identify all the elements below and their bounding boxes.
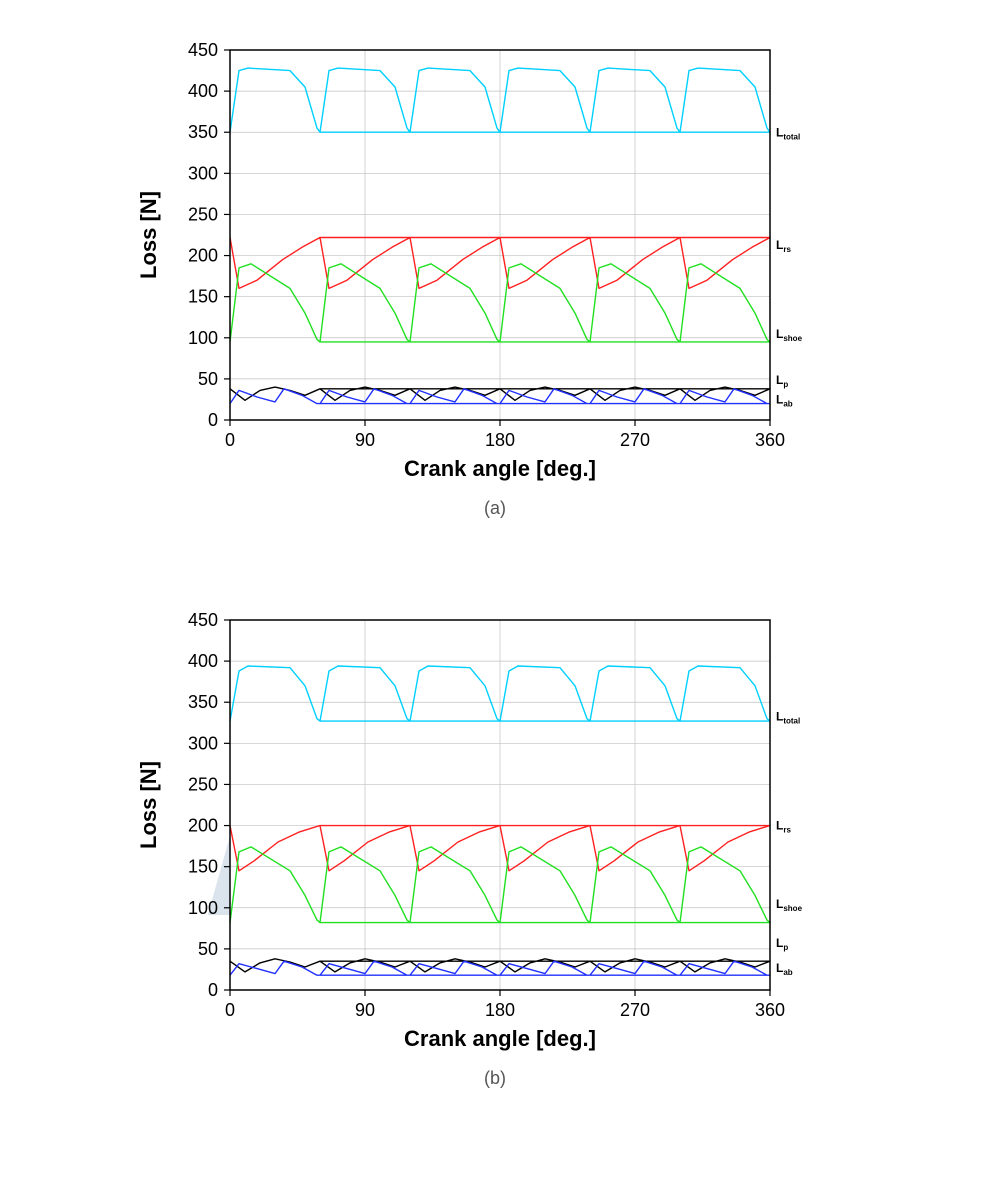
- svg-text:200: 200: [188, 246, 218, 266]
- svg-text:250: 250: [188, 774, 218, 794]
- chart-b-block: Keit 09018027036005010015020025030035040…: [130, 600, 860, 1089]
- svg-text:200: 200: [188, 816, 218, 836]
- svg-text:350: 350: [188, 122, 218, 142]
- svg-text:350: 350: [188, 692, 218, 712]
- svg-text:Lab: Lab: [776, 961, 793, 977]
- svg-text:Ltotal: Ltotal: [776, 709, 800, 725]
- svg-text:180: 180: [485, 1000, 515, 1020]
- svg-text:Ltotal: Ltotal: [776, 125, 800, 141]
- page: 0 90 180 270 360 0 50 100 150 200 250 300 350 400 450 C…: [0, 0, 991, 1192]
- svg-text:0: 0: [208, 980, 218, 1000]
- svg-text:360: 360: [755, 430, 785, 450]
- svg-text:100: 100: [188, 328, 218, 348]
- svg-text:400: 400: [188, 651, 218, 671]
- svg-text:Crank angle [deg.]: Crank angle [deg.]: [404, 456, 596, 481]
- chart-b-caption: (b): [130, 1068, 860, 1089]
- svg-text:Lp: Lp: [776, 373, 788, 389]
- svg-text:Lrs: Lrs: [776, 238, 791, 254]
- svg-text:Lrs: Lrs: [776, 819, 791, 835]
- svg-text:Lshoe: Lshoe: [776, 897, 803, 913]
- svg-text:250: 250: [188, 204, 218, 224]
- svg-text:0: 0: [208, 410, 218, 430]
- svg-text:50: 50: [198, 939, 218, 959]
- chart-b-plot: Keit 09018027036005010015020025030035040…: [130, 600, 860, 1060]
- svg-text:150: 150: [188, 287, 218, 307]
- svg-text:0: 0: [225, 1000, 235, 1020]
- svg-text:Loss [N]: Loss [N]: [136, 761, 161, 849]
- svg-text:270: 270: [620, 1000, 650, 1020]
- svg-text:Lab: Lab: [776, 393, 793, 409]
- svg-text:400: 400: [188, 81, 218, 101]
- svg-text:360: 360: [755, 1000, 785, 1020]
- svg-text:450: 450: [188, 40, 218, 60]
- svg-text:90: 90: [355, 430, 375, 450]
- svg-text:50: 50: [198, 369, 218, 389]
- svg-text:180: 180: [485, 430, 515, 450]
- svg-text:300: 300: [188, 163, 218, 183]
- svg-text:Loss [N]: Loss [N]: [136, 191, 161, 279]
- svg-text:450: 450: [188, 610, 218, 630]
- chart-a-caption: (a): [130, 498, 860, 519]
- svg-text:270: 270: [620, 430, 650, 450]
- svg-text:150: 150: [188, 857, 218, 877]
- svg-text:300: 300: [188, 733, 218, 753]
- svg-text:0: 0: [225, 430, 235, 450]
- svg-text:90: 90: [355, 1000, 375, 1020]
- svg-text:Crank angle [deg.]: Crank angle [deg.]: [404, 1026, 596, 1051]
- svg-text:100: 100: [188, 898, 218, 918]
- svg-text:Lp: Lp: [776, 936, 788, 952]
- chart-a-plot: 0 90 180 270 360 0 50 100 150 200 250 300 350 400 450 C…: [130, 30, 860, 490]
- chart-a-block: 0 90 180 270 360 0 50 100 150 200 250 300 350 400 450 C…: [130, 30, 860, 519]
- svg-text:Lshoe: Lshoe: [776, 327, 803, 343]
